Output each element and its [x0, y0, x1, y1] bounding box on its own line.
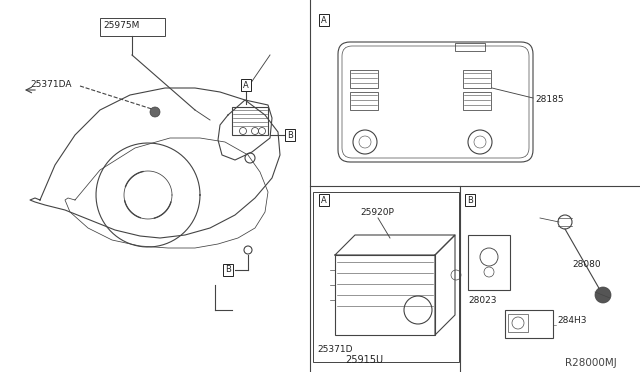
Bar: [463, 92, 491, 110]
Text: 28185: 28185: [535, 95, 564, 104]
Text: 28080: 28080: [572, 260, 600, 269]
Text: 28023: 28023: [468, 296, 497, 305]
Text: B: B: [287, 131, 293, 140]
Circle shape: [595, 287, 611, 303]
Text: 25920P: 25920P: [360, 208, 394, 217]
Circle shape: [150, 107, 160, 117]
Text: R28000MJ: R28000MJ: [565, 358, 617, 368]
Text: A: A: [321, 16, 327, 25]
Text: B: B: [225, 266, 231, 275]
Bar: [232, 107, 268, 135]
Bar: [468, 235, 510, 290]
Bar: [508, 314, 528, 332]
Bar: [455, 43, 485, 51]
Text: 284H3: 284H3: [557, 316, 586, 325]
Text: 25975M: 25975M: [103, 21, 140, 30]
Bar: [100, 18, 165, 36]
Bar: [350, 70, 378, 88]
Text: 25915U: 25915U: [345, 355, 383, 365]
Text: 25371D: 25371D: [317, 345, 353, 354]
Text: A: A: [243, 80, 249, 90]
Text: A: A: [321, 196, 327, 205]
Bar: [335, 255, 435, 335]
Text: B: B: [467, 196, 473, 205]
Bar: [505, 310, 553, 338]
Bar: [313, 192, 459, 362]
Text: 25371DA: 25371DA: [30, 80, 72, 89]
Bar: [463, 70, 491, 88]
Bar: [350, 92, 378, 110]
